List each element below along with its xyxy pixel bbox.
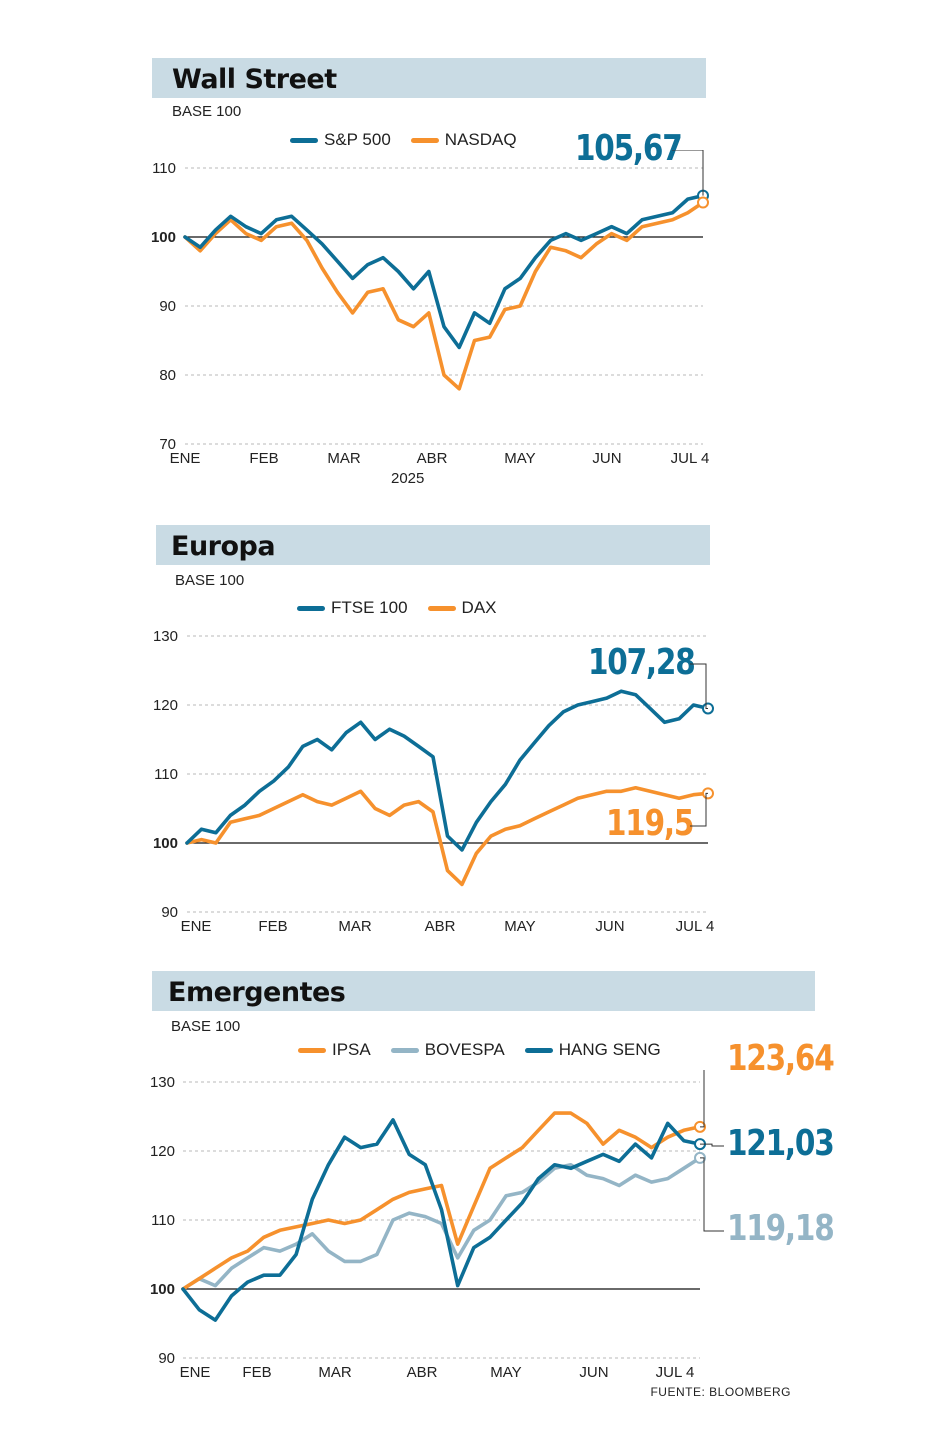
legend-swatch: [524, 1047, 553, 1053]
x-tick-label: ABR: [407, 1364, 438, 1381]
x-tick-label: MAR: [327, 450, 361, 467]
x-tick-label: MAR: [338, 918, 372, 935]
line-chart-wall-street: 70 80 90 100 110 ENE FEB MAR ABR MAY JUN JUL 4: [151, 150, 710, 467]
series-line: [181, 1111, 702, 1291]
source-note: FUENTE: BLOOMBERG: [650, 1385, 791, 1399]
x-tick-label: ENE: [181, 918, 212, 935]
y-tick-label: 120: [153, 697, 178, 714]
y-tick-label: 100: [153, 835, 178, 852]
x-tick-label: JUN: [595, 918, 624, 935]
legend-item: HANG SENG: [524, 1040, 661, 1060]
legend-swatch: [290, 137, 318, 143]
chart-legend: FTSE 100 DAX: [297, 598, 497, 618]
chart-title-bar: Emergentes: [152, 971, 815, 1011]
x-tick-label: ENE: [170, 450, 201, 467]
line-chart-emergentes: 90 100 110 120 130 ENE FEB MAR ABR MAY JUN JUL 4: [150, 1070, 724, 1381]
y-tick-label: 110: [152, 160, 176, 177]
legend-item: FTSE 100: [297, 598, 408, 618]
chart-legend: S&P 500 NASDAQ: [290, 130, 517, 150]
x-tick-label: MAR: [318, 1364, 352, 1381]
value-callout: 107,28: [588, 642, 696, 683]
legend-label: IPSA: [332, 1040, 371, 1059]
chart-title-bar: Wall Street: [152, 58, 706, 98]
x-tick-label: ABR: [425, 918, 456, 935]
callout-leader: [672, 150, 704, 196]
series-line: [183, 193, 705, 350]
x-tick-label: MAY: [490, 1364, 521, 1381]
legend-swatch: [298, 1047, 326, 1053]
legend-swatch: [390, 1047, 419, 1053]
x-tick-label: FEB: [249, 450, 278, 467]
x-tick-label: JUL 4: [676, 918, 715, 935]
x-tick-label: MAY: [504, 918, 535, 935]
line-chart-europa: 90 100 110 120 130 ENE FEB MAR ABR MAY JUN JUL 4: [153, 628, 715, 935]
chart-subtitle: BASE 100: [175, 572, 245, 589]
value-callout: 123,64: [727, 1038, 835, 1079]
x-tick-label: FEB: [258, 918, 287, 935]
legend-label: HANG SENG: [558, 1040, 661, 1059]
value-callout: 105,67: [575, 128, 683, 169]
chart-subtitle: BASE 100: [172, 103, 242, 120]
legend-item: IPSA: [298, 1040, 371, 1060]
y-tick-label: 70: [159, 436, 176, 453]
series-line: [185, 689, 710, 852]
legend-label: NASDAQ: [444, 130, 517, 149]
legend-label: DAX: [461, 598, 497, 617]
callout-leader: [700, 1143, 724, 1147]
value-callout: 121,03: [727, 1123, 835, 1164]
y-tick-label: 110: [151, 1212, 175, 1229]
chart-title: Emergentes: [168, 977, 346, 1008]
legend-swatch: [297, 605, 325, 611]
x-tick-label: FEB: [242, 1364, 271, 1381]
y-tick-label: 80: [159, 367, 176, 384]
chart-title-bar: Europa: [156, 525, 710, 565]
legend-item: S&P 500: [290, 130, 391, 150]
legend-item: BOVESPA: [390, 1040, 505, 1060]
legend-label: S&P 500: [324, 130, 391, 149]
x-tick-label: JUN: [592, 450, 621, 467]
x-tick-label: ABR: [417, 450, 448, 467]
chart-title: Europa: [171, 531, 276, 562]
callout-leader: [700, 1157, 724, 1232]
callout-leader: [690, 792, 708, 827]
x-tick-label: MAY: [504, 450, 535, 467]
legend-swatch: [427, 605, 456, 611]
series-line: [181, 1118, 702, 1322]
series-line: [181, 1156, 702, 1291]
x-tick-label: JUL 4: [671, 450, 710, 467]
legend-item: NASDAQ: [410, 130, 517, 150]
chart-legend: IPSA BOVESPA HANG SENG: [298, 1040, 661, 1060]
legend-label: FTSE 100: [331, 598, 408, 617]
legend-item: DAX: [427, 598, 497, 618]
y-tick-label: 90: [159, 298, 176, 315]
x-tick-label: JUL 4: [656, 1364, 695, 1381]
x-tick-label: JUN: [579, 1364, 608, 1381]
series-line: [185, 786, 710, 887]
chart-subtitle: BASE 100: [171, 1018, 241, 1035]
year-label: 2025: [391, 470, 425, 487]
legend-label: BOVESPA: [424, 1040, 505, 1059]
callout-leader: [700, 1070, 705, 1128]
callout-leader: [690, 663, 708, 709]
x-tick-label: ENE: [180, 1364, 211, 1381]
y-tick-label: 100: [150, 1281, 175, 1298]
y-tick-label: 130: [153, 628, 178, 645]
series-end-marker: [697, 196, 709, 209]
y-tick-label: 100: [151, 229, 176, 246]
legend-swatch: [410, 137, 439, 143]
y-tick-label: 120: [150, 1143, 175, 1160]
y-tick-label: 110: [154, 766, 178, 783]
y-tick-label: 130: [150, 1074, 175, 1091]
value-callout: 119,18: [727, 1208, 835, 1249]
y-tick-label: 90: [158, 1350, 175, 1367]
chart-title: Wall Street: [172, 64, 337, 95]
value-callout: 119,5: [606, 803, 694, 844]
y-tick-label: 90: [161, 904, 178, 921]
series-line: [183, 200, 705, 391]
